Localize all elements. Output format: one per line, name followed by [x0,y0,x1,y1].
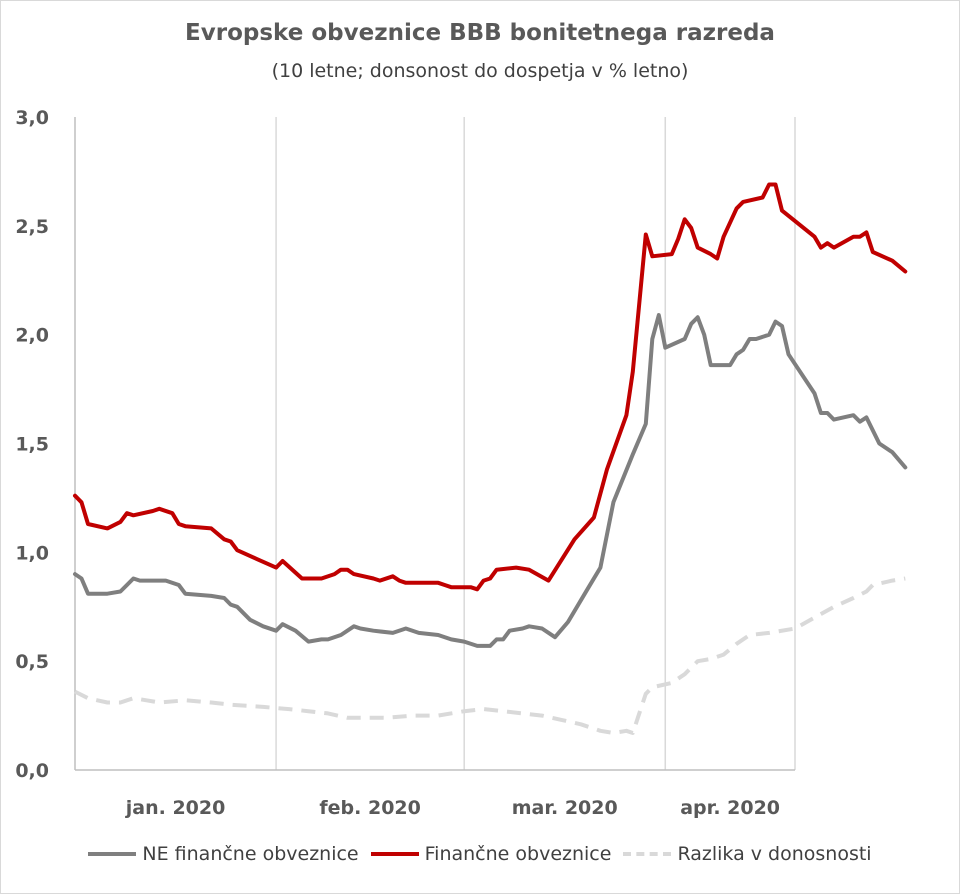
chart-legend: NE finančne obveznice Finančne obveznice R… [0,843,960,865]
series-line-2 [74,576,906,735]
y-tick-label-5: 2,5 [15,216,49,238]
x-tick-label-3: apr. 2020 [680,797,780,819]
y-tick-label-4: 2,0 [15,325,49,347]
y-tick-label-0: 0,0 [15,760,49,782]
x-tick-label-0: jan. 2020 [125,797,226,819]
chart-subtitle: (10 letne; donsonost do dospetja v % let… [271,60,689,82]
y-tick-label-6: 3,0 [15,107,49,129]
y-tick-label-3: 1,5 [15,434,49,456]
series-line-0 [73,313,908,648]
x-tick-label-1: feb. 2020 [319,797,420,819]
legend-label-1: Finančne obveznice [424,843,612,865]
legend-swatch-1 [370,852,419,856]
chart-title: Evropske obveznice BBB bonitetnega razre… [185,20,775,46]
legend-item-0: NE finančne obveznice [88,843,359,865]
y-tick-label-2: 1,0 [15,542,49,564]
x-tick-label-2: mar. 2020 [512,797,618,819]
legend-label-2: Razlika v donosnosti [677,843,872,865]
legend-item-1: Finančne obveznice [370,843,612,865]
y-tick-label-1: 0,5 [15,651,49,673]
legend-swatch-2 [623,852,672,856]
legend-swatch-0 [88,852,137,856]
legend-item-2: Razlika v donosnosti [623,843,872,865]
series-line-1 [73,182,908,592]
legend-label-0: NE finančne obveznice [142,843,359,865]
